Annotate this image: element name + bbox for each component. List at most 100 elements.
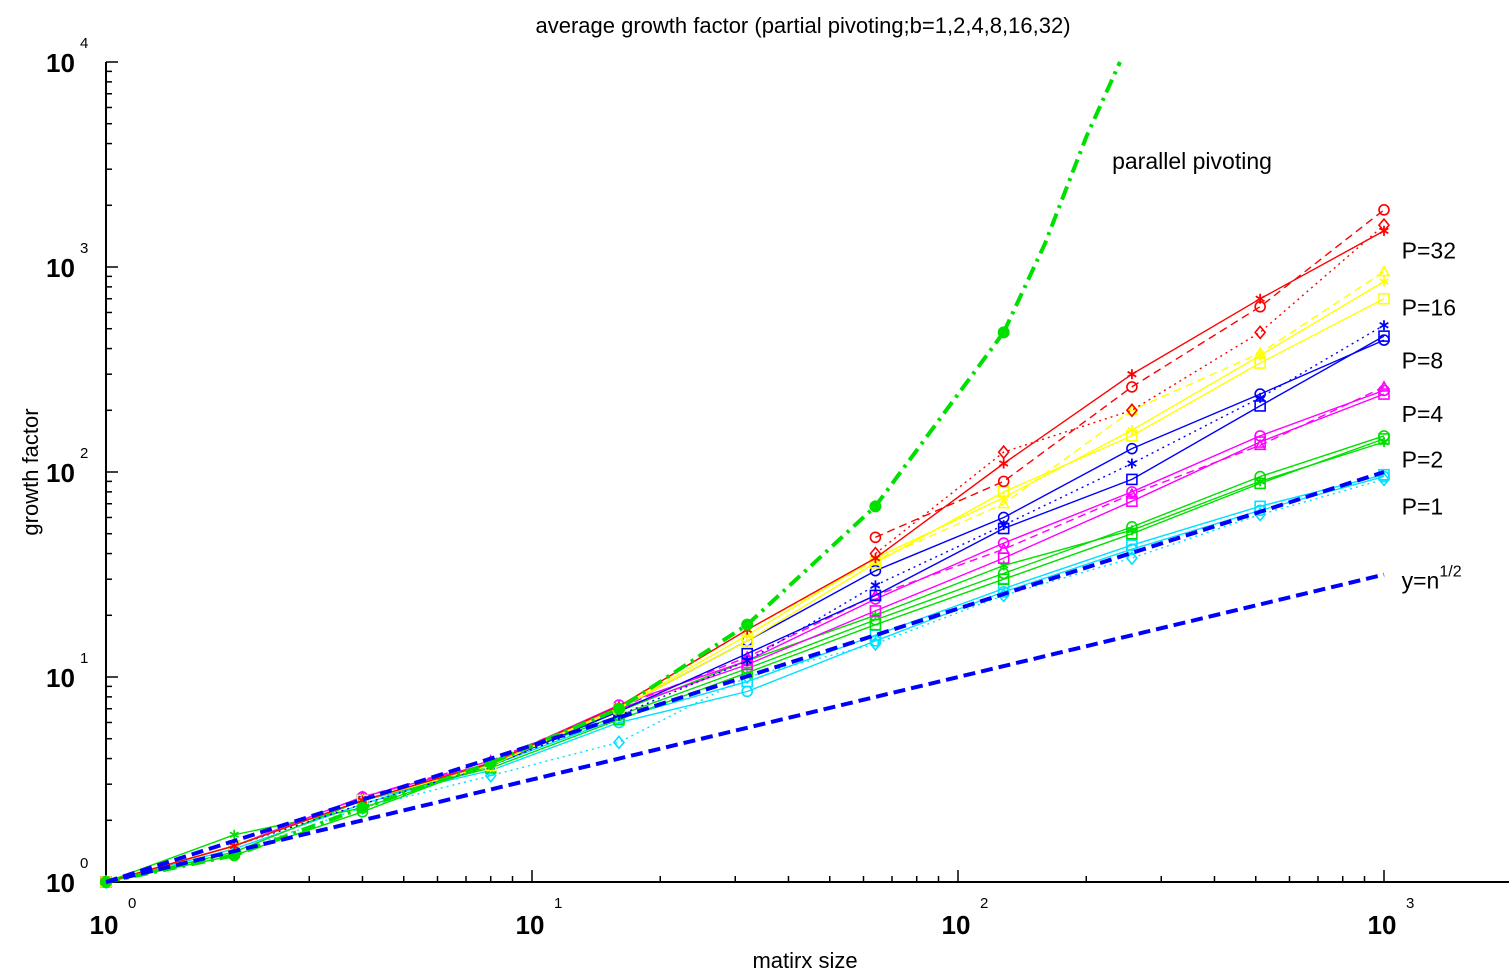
- series-line: [105, 474, 1385, 883]
- data-point: [1377, 264, 1391, 277]
- data-point: [1377, 472, 1391, 487]
- series-line: [105, 280, 1385, 883]
- series-p-8: [101, 320, 1389, 887]
- series-line: [105, 324, 1385, 883]
- series-p-8: [100, 330, 1390, 888]
- data-point: [869, 546, 882, 561]
- data-point: [1126, 381, 1138, 393]
- data-point: [1377, 217, 1391, 233]
- series-line: [105, 298, 1385, 883]
- y-tick-label: 10: [46, 458, 75, 488]
- data-point: [1126, 430, 1138, 442]
- chart-title: average growth factor (partial pivoting;…: [535, 13, 1070, 38]
- data-point: [869, 588, 882, 601]
- series-line: [105, 478, 1385, 883]
- annotation-label: parallel pivoting: [1112, 148, 1272, 174]
- series-line: [874, 224, 1385, 555]
- data-point: [1125, 403, 1138, 418]
- x-tick-label: 10: [942, 910, 971, 940]
- data-point: [997, 475, 1010, 488]
- data-point: [742, 655, 752, 666]
- series-line: [105, 393, 1385, 883]
- data-point: [1378, 292, 1390, 305]
- x-tick-exponent: 0: [128, 895, 136, 912]
- series-line: [105, 470, 1385, 884]
- y-tick-label: 10: [46, 663, 75, 693]
- data-point: [1253, 438, 1267, 451]
- data-point: [1254, 436, 1266, 448]
- data-point: [1378, 204, 1390, 216]
- data-point: [1127, 369, 1137, 380]
- data-point: [997, 444, 1010, 460]
- series-layer: [99, 61, 1391, 890]
- x-tick-label: 10: [1368, 910, 1397, 940]
- x-tick-label: 10: [90, 910, 119, 940]
- data-point: [1379, 437, 1389, 448]
- y-tick-exponent: 1: [80, 650, 88, 667]
- data-point: [997, 537, 1010, 549]
- annotation-layer: parallel pivoting P=32 P=16 P=8 P=4 P=2 P=1 y=n…: [1112, 148, 1462, 593]
- data-point: [229, 829, 240, 840]
- annotation-label: P=1: [1402, 494, 1444, 520]
- series-line: [105, 339, 1385, 883]
- series-line: [875, 209, 1385, 538]
- y-tick-label: 10: [46, 868, 75, 898]
- data-point: [998, 458, 1009, 469]
- series-p-16: [100, 292, 1390, 888]
- data-point: [741, 635, 753, 647]
- series-line: [105, 572, 1385, 884]
- x-tick-exponent: 3: [1406, 895, 1414, 912]
- data-point: [869, 500, 882, 513]
- data-point: [1125, 550, 1138, 566]
- series-line: [105, 230, 1385, 883]
- series-p-16: [101, 276, 1389, 887]
- series-line: [105, 331, 1006, 884]
- axis-ticks: 10 0 10 1 10 2 10 3 10 0 10 1 10 2 10 3 10 4: [46, 35, 1414, 940]
- data-point: [1378, 330, 1390, 342]
- annotation-label: y=n1/2: [1402, 564, 1462, 594]
- y-tick-label: 10: [46, 253, 75, 283]
- data-point: [997, 573, 1010, 585]
- x-tick-exponent: 2: [980, 895, 988, 912]
- data-point: [1126, 473, 1138, 486]
- series-line: [105, 335, 1385, 883]
- series-line: [105, 435, 1385, 883]
- series-p-1: [99, 472, 1391, 890]
- series-parallel: [1001, 61, 1122, 334]
- data-point: [997, 497, 1011, 509]
- y-tick-exponent: 2: [80, 445, 88, 462]
- data-point: [1254, 300, 1266, 313]
- data-point: [870, 580, 881, 591]
- data-point: [1253, 346, 1267, 358]
- data-point: [1126, 539, 1138, 551]
- x-axis-label: matirx size: [752, 948, 857, 973]
- x-tick-exponent: 1: [554, 895, 562, 912]
- data-point: [1127, 458, 1137, 469]
- annotation-superscript: 1/2: [1439, 564, 1461, 581]
- data-point: [1377, 380, 1391, 392]
- data-point: [1254, 477, 1266, 490]
- data-point: [869, 636, 882, 652]
- data-point: [998, 520, 1009, 531]
- data-point: [1378, 433, 1390, 445]
- x-tick-label: 10: [516, 910, 545, 940]
- data-point: [1126, 527, 1138, 540]
- data-point: [1254, 357, 1266, 369]
- annotation-label: P=2: [1402, 447, 1444, 473]
- annotation-label: P=8: [1402, 347, 1444, 373]
- data-point: [1126, 442, 1138, 455]
- series-p-32: [869, 217, 1391, 561]
- data-point: [1126, 495, 1138, 508]
- annotation-label: P=32: [1402, 238, 1456, 264]
- series-ref: [105, 470, 1385, 884]
- data-point: [612, 702, 625, 715]
- series-ref: [105, 572, 1385, 884]
- annotation-label: P=4: [1402, 401, 1444, 427]
- data-point: [1125, 487, 1139, 499]
- y-tick-label: 10: [46, 48, 75, 78]
- series-p-32: [101, 225, 1389, 887]
- series-parallel: [100, 326, 1010, 888]
- annotation-label: P=16: [1402, 294, 1456, 320]
- data-point: [356, 801, 369, 814]
